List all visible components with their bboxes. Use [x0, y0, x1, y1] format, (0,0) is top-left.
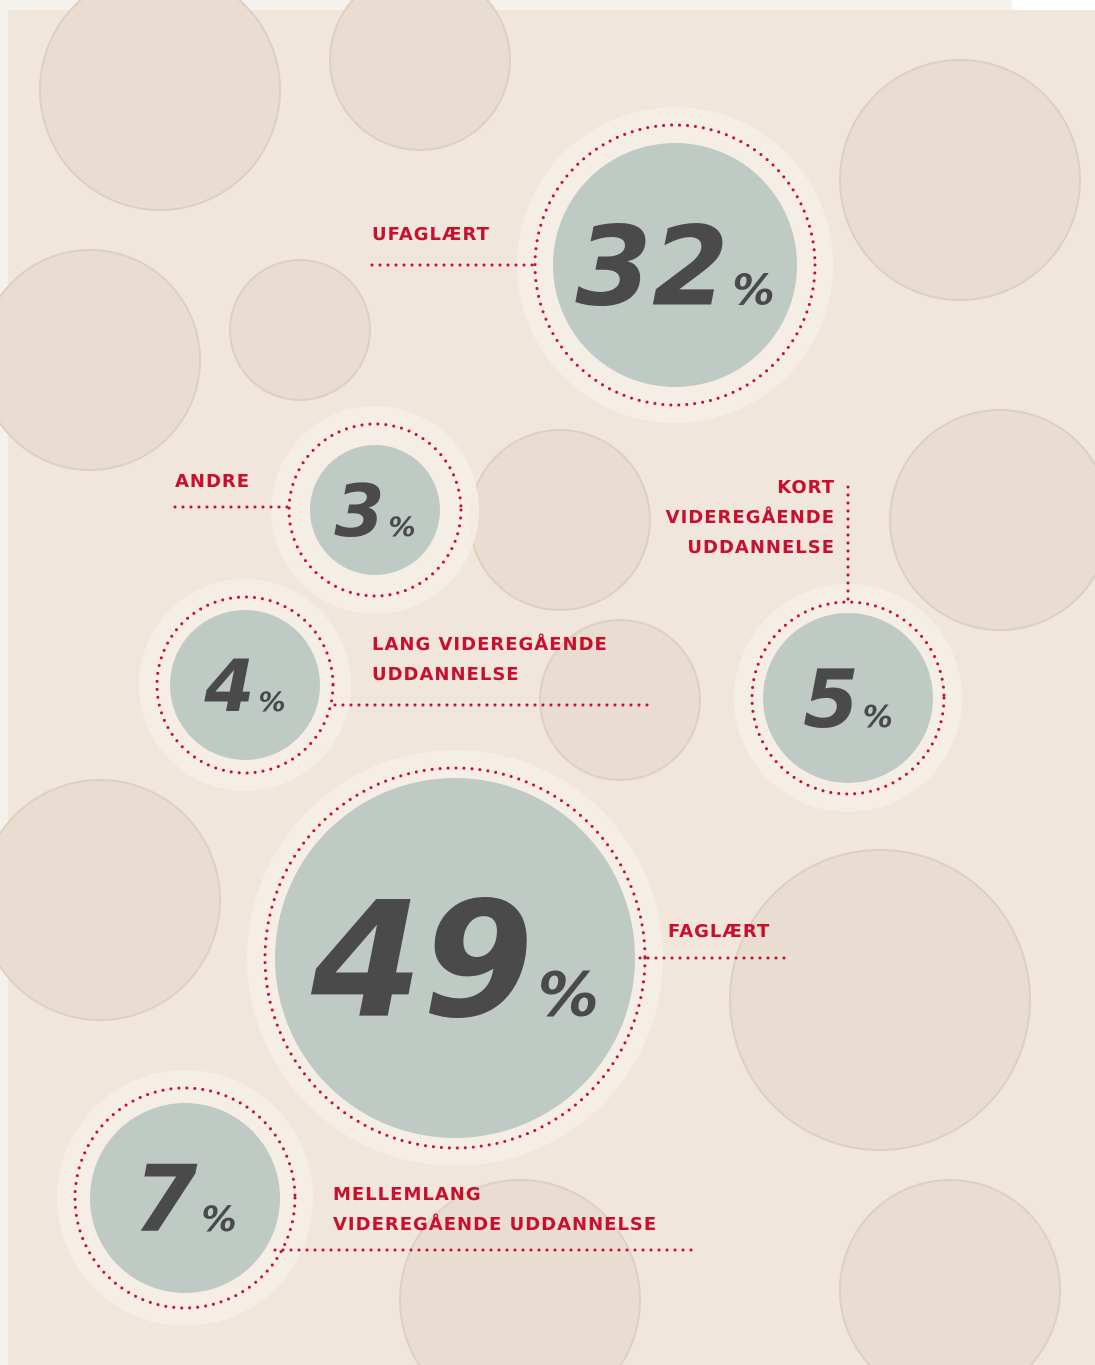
value-number: 3	[334, 469, 384, 553]
value-unit: %	[538, 960, 599, 1031]
stat-label: UDDANNELSE	[372, 664, 520, 685]
stat-label: VIDEREGÅENDE UDDANNELSE	[333, 1212, 657, 1235]
stat-label: UFAGLÆRT	[372, 224, 490, 245]
infographic: 32% UFAGLÆRT 3% ANDRE 5% KORT VIDEREGÅENDE UDDA…	[0, 0, 1095, 1365]
value-unit: %	[863, 700, 893, 735]
stat-label: FAGLÆRT	[668, 921, 770, 942]
value-unit: %	[732, 266, 774, 315]
value-number: 49	[310, 867, 534, 1054]
stat-label: MELLEMLANG	[333, 1184, 482, 1205]
value-number: 32	[575, 203, 728, 331]
stat-label: VIDEREGÅENDE	[666, 505, 835, 528]
value-unit: %	[259, 687, 286, 718]
value-number: 7	[133, 1146, 197, 1253]
stat-label: UDDANNELSE	[687, 537, 835, 558]
stat-label: ANDRE	[175, 471, 250, 492]
corner	[1012, 0, 1095, 10]
stat-label: LANG VIDEREGÅENDE	[372, 632, 608, 655]
value-unit: %	[201, 1200, 236, 1240]
stat-label: KORT	[777, 477, 835, 498]
value-number: 5	[803, 653, 859, 746]
value-number: 4	[203, 644, 254, 728]
value-unit: %	[389, 512, 416, 543]
